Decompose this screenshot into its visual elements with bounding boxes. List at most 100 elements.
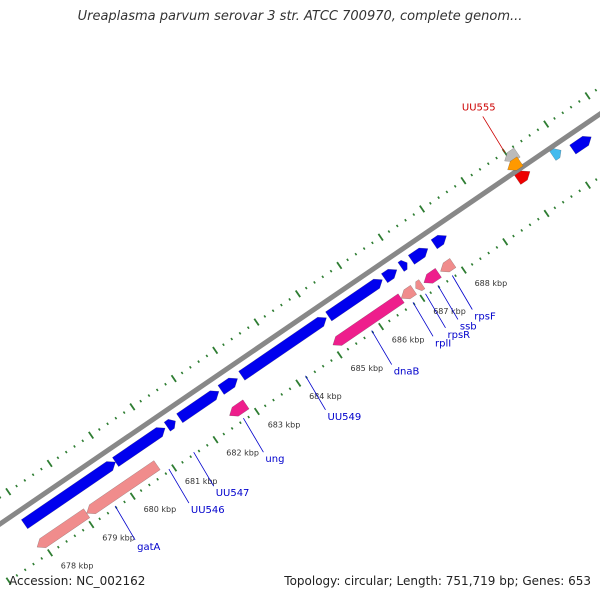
scale-label: 682 kbp	[226, 449, 259, 458]
inner-tick-mark	[156, 477, 159, 481]
outer-tick-mark	[230, 337, 234, 341]
gene-arrow	[332, 293, 405, 346]
scale-label: 686 kbp	[392, 336, 425, 345]
scale-label: 680 kbp	[144, 505, 177, 514]
gene-arrow	[423, 268, 442, 284]
outer-tick-mark	[5, 487, 12, 496]
gene-label: ung	[265, 454, 284, 465]
outer-tick-mark	[511, 145, 515, 149]
gene-arrow	[21, 461, 116, 530]
inner-tick-mark	[106, 511, 110, 515]
outer-tick-mark	[495, 156, 498, 160]
outer-tick-mark	[520, 139, 523, 143]
inner-tick-mark	[553, 206, 557, 210]
outer-tick-mark	[155, 388, 159, 392]
inner-tick-mark	[65, 540, 68, 543]
inner-tick-mark	[272, 398, 275, 402]
outer-tick-mark	[354, 252, 358, 256]
gene-label: UU547	[216, 488, 250, 499]
gene-arrow	[440, 258, 457, 273]
outer-tick-mark	[205, 354, 209, 358]
outer-tick-mark	[64, 450, 68, 454]
outer-tick-mark	[594, 88, 598, 92]
inner-tick-mark	[445, 279, 449, 283]
gene-arrow	[238, 316, 327, 381]
outer-tick-mark	[478, 167, 482, 171]
outer-tick-mark	[536, 128, 540, 132]
outer-tick-mark	[263, 314, 267, 318]
gene-label: UU555	[462, 102, 496, 113]
outer-tick-mark	[412, 213, 416, 217]
outer-tick-mark	[437, 196, 440, 200]
gene-label: rpsR	[448, 330, 471, 341]
outer-tick-mark	[180, 371, 184, 375]
inner-tick-mark	[47, 548, 54, 557]
gene-arrow	[229, 399, 250, 417]
inner-tick-mark	[32, 562, 35, 566]
gene-label: gatA	[137, 542, 160, 553]
gene-label: ssb	[460, 321, 477, 332]
outer-tick-mark	[271, 309, 275, 313]
gene-label: rplI	[435, 338, 451, 349]
inner-tick-mark	[40, 557, 44, 560]
inner-tick-mark	[15, 573, 19, 577]
inner-tick-mark	[536, 217, 540, 221]
gene-label: UU546	[191, 505, 225, 516]
outer-tick-mark	[189, 365, 192, 369]
label-leader	[412, 302, 434, 337]
outer-tick-mark	[577, 100, 581, 103]
outer-tick-mark	[321, 275, 325, 279]
inner-tick-mark	[313, 370, 317, 374]
inner-tick-mark	[280, 393, 284, 396]
gene-arrow	[407, 247, 429, 265]
inner-tick-mark	[164, 472, 168, 476]
inner-tick-mark	[212, 435, 219, 444]
inner-tick-mark	[487, 251, 490, 255]
inner-tick-mark	[189, 455, 193, 459]
outer-tick-mark	[238, 331, 242, 335]
label-leader	[425, 293, 446, 329]
inner-tick-mark	[5, 577, 12, 585]
inner-tick-mark	[512, 234, 515, 238]
outer-tick-mark	[139, 399, 143, 403]
gene-arrow	[86, 460, 161, 515]
scale-label-track: 678 kbp 679 kbp 680 kbp 681 kbp 682 kbp 683 k…	[61, 279, 507, 571]
outer-tick-mark	[212, 346, 219, 355]
inner-tick-mark	[594, 178, 598, 181]
outer-tick-mark	[97, 428, 101, 431]
gene-arrow	[217, 377, 238, 395]
inner-tick-mark	[543, 209, 550, 218]
label-leader	[305, 375, 326, 411]
inner-tick-mark	[253, 407, 260, 416]
label-leader	[371, 330, 393, 365]
gene-arrow	[112, 427, 166, 467]
outer-tick-mark	[294, 289, 301, 298]
outer-tick-mark	[164, 382, 167, 386]
inner-tick-mark	[584, 181, 591, 190]
inner-tick-mark	[363, 336, 366, 340]
gene-arrow	[381, 268, 398, 284]
inner-tick-mark	[502, 237, 509, 246]
gene-arrow	[397, 260, 408, 272]
scale-label: 685 kbp	[351, 364, 384, 373]
accession-text: Accession: NC_002162	[9, 574, 146, 588]
inner-tick-mark	[354, 342, 358, 345]
outer-tick-mark	[329, 269, 333, 273]
inner-tick-mark	[578, 189, 582, 193]
outer-tick-mark	[445, 190, 449, 194]
label-leader	[168, 468, 190, 504]
outer-tick-mark	[246, 326, 250, 330]
gene-arrow	[569, 136, 592, 155]
outer-tick-mark	[470, 173, 474, 177]
inner-tick-mark	[88, 520, 95, 529]
scale-label: 688 kbp	[475, 279, 508, 288]
outer-tick-mark	[88, 431, 95, 439]
inner-tick-mark	[171, 464, 178, 472]
inner-tick-mark	[336, 351, 343, 359]
inner-tick-mark	[98, 517, 102, 521]
outer-tick-mark	[288, 297, 291, 301]
gene-arrow	[36, 508, 91, 548]
label-leader	[437, 285, 459, 320]
inner-tick-mark	[378, 322, 385, 331]
